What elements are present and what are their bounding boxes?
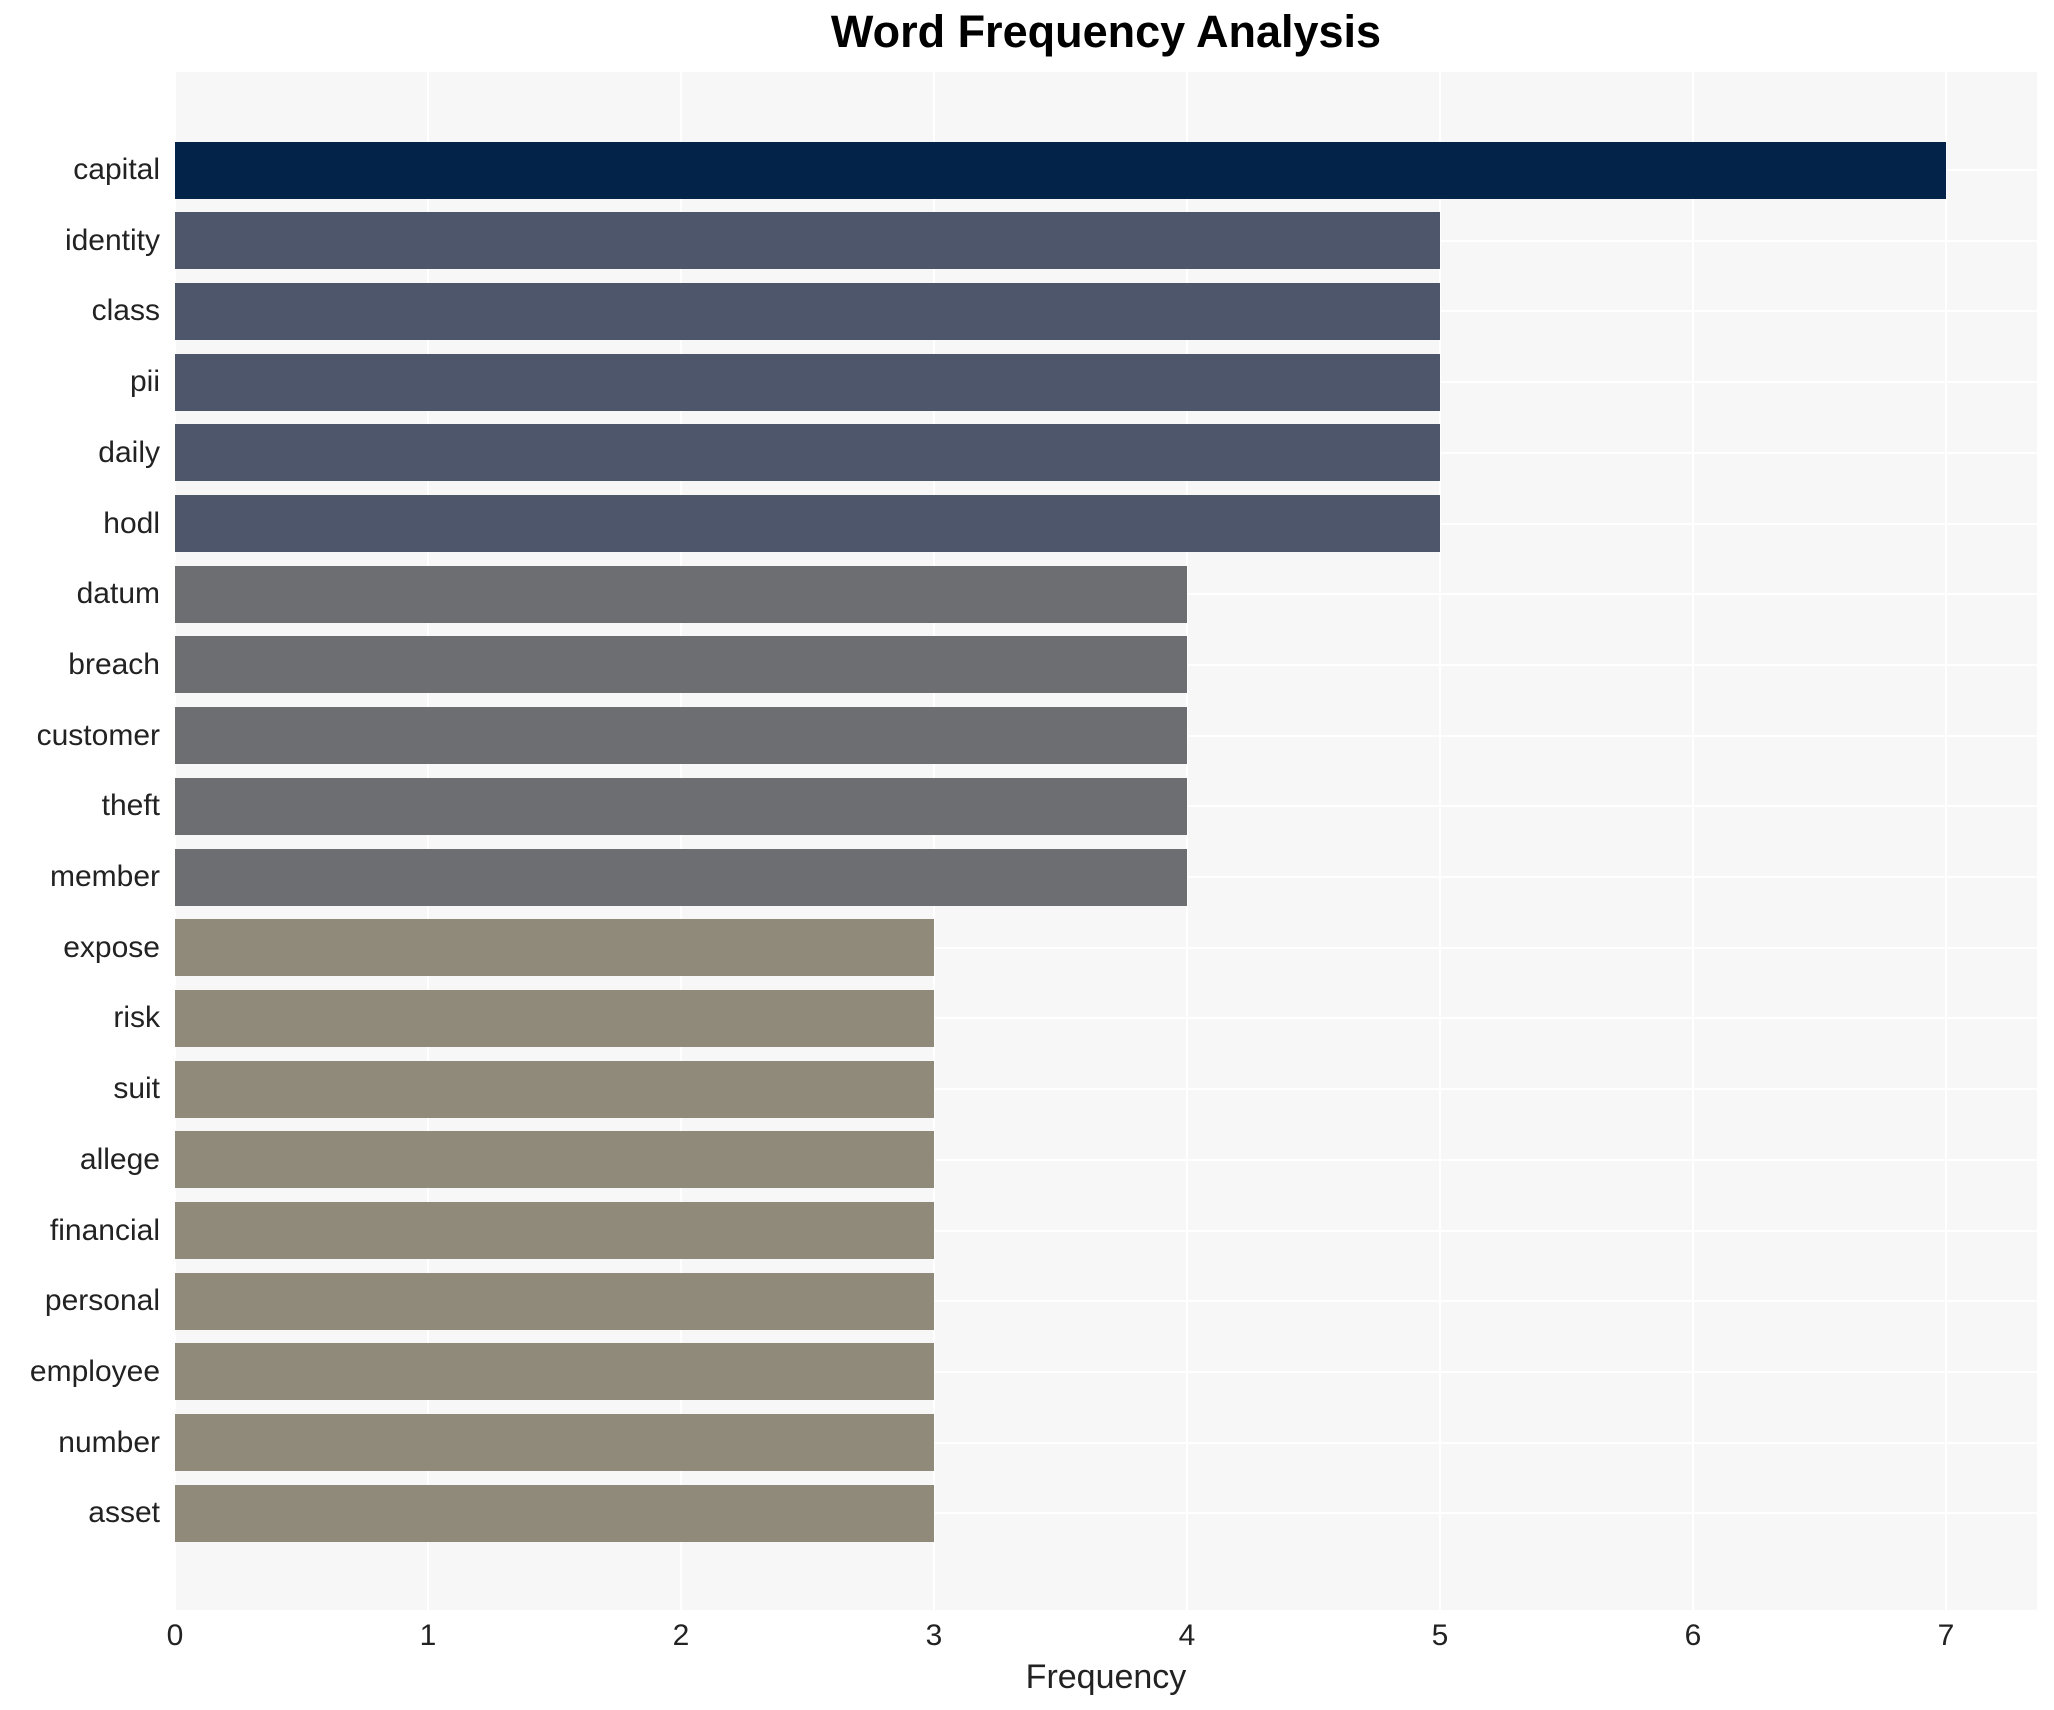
- y-tick-label: financial: [49, 1213, 160, 1247]
- y-tick-label: breach: [68, 647, 160, 681]
- x-tick-label: 0: [166, 1619, 184, 1652]
- bar-identity: [175, 212, 1440, 270]
- bar-risk: [175, 989, 934, 1047]
- gridline-vertical: [932, 72, 935, 1610]
- bar-asset: [175, 1484, 934, 1542]
- gridline-vertical: [1185, 72, 1188, 1610]
- y-tick-label: asset: [88, 1496, 160, 1530]
- y-tick-label: capital: [73, 153, 160, 186]
- bar-personal: [175, 1272, 934, 1330]
- gridline-horizontal: [175, 1088, 2037, 1091]
- gridline-horizontal: [175, 1441, 2037, 1444]
- bar-number: [175, 1414, 934, 1472]
- bar-daily: [175, 424, 1440, 482]
- y-tick-label: theft: [101, 789, 160, 823]
- x-tick-label: 7: [1937, 1619, 1955, 1652]
- bar-customer: [175, 707, 1187, 765]
- gridline-horizontal: [175, 1229, 2037, 1232]
- y-tick-label: allege: [79, 1142, 160, 1176]
- y-tick-label: customer: [36, 718, 160, 752]
- y-tick-label: daily: [98, 435, 160, 469]
- x-tick-label: 3: [925, 1619, 943, 1652]
- y-tick-label: pii: [129, 365, 160, 399]
- y-tick-label: datum: [76, 577, 160, 611]
- y-tick-label: employee: [29, 1354, 160, 1388]
- y-tick-label: suit: [113, 1072, 160, 1106]
- bar-suit: [175, 1060, 934, 1118]
- gridline-horizontal: [175, 1370, 2037, 1373]
- gridline-vertical: [426, 72, 429, 1610]
- x-tick-label: 2: [672, 1619, 690, 1652]
- bar-employee: [175, 1343, 934, 1401]
- bar-pii: [175, 353, 1440, 411]
- bar-breach: [175, 636, 1187, 694]
- gridline-vertical: [174, 72, 176, 1610]
- y-tick-label: personal: [44, 1284, 160, 1318]
- y-tick-label: hodl: [103, 506, 160, 540]
- bar-theft: [175, 777, 1187, 835]
- gridline-vertical: [1691, 72, 1694, 1610]
- x-axis-label: Frequency: [1025, 1658, 1187, 1696]
- x-tick-label: 6: [1684, 1619, 1702, 1652]
- y-tick-label: number: [58, 1425, 160, 1459]
- bar-datum: [175, 565, 1187, 623]
- gridline-vertical: [1944, 72, 1947, 1610]
- bar-class: [175, 282, 1440, 340]
- bar-allege: [175, 1131, 934, 1189]
- gridline-vertical: [679, 72, 682, 1610]
- y-tick-label: class: [91, 294, 160, 328]
- x-tick-label: 4: [1178, 1619, 1196, 1652]
- bar-member: [175, 848, 1187, 906]
- bar-expose: [175, 919, 934, 977]
- x-tick-label: 5: [1431, 1619, 1449, 1652]
- gridline-vertical: [1438, 72, 1441, 1610]
- gridline-horizontal: [175, 1158, 2037, 1161]
- bar-hodl: [175, 495, 1440, 552]
- chart-title: Word Frequency Analysis: [830, 6, 1382, 57]
- y-tick-label: risk: [113, 1001, 160, 1035]
- gridline-horizontal: [175, 1512, 2037, 1515]
- gridline-horizontal: [175, 946, 2037, 949]
- y-tick-label: identity: [64, 223, 160, 257]
- y-tick-label: member: [49, 860, 160, 893]
- x-tick-label: 1: [419, 1619, 437, 1652]
- y-tick-label: expose: [63, 930, 160, 964]
- bar-capital: [175, 141, 1946, 199]
- gridline-horizontal: [175, 1017, 2037, 1020]
- gridline-horizontal: [175, 1300, 2037, 1303]
- plot-area: [174, 72, 2037, 1610]
- bar-financial: [175, 1202, 934, 1259]
